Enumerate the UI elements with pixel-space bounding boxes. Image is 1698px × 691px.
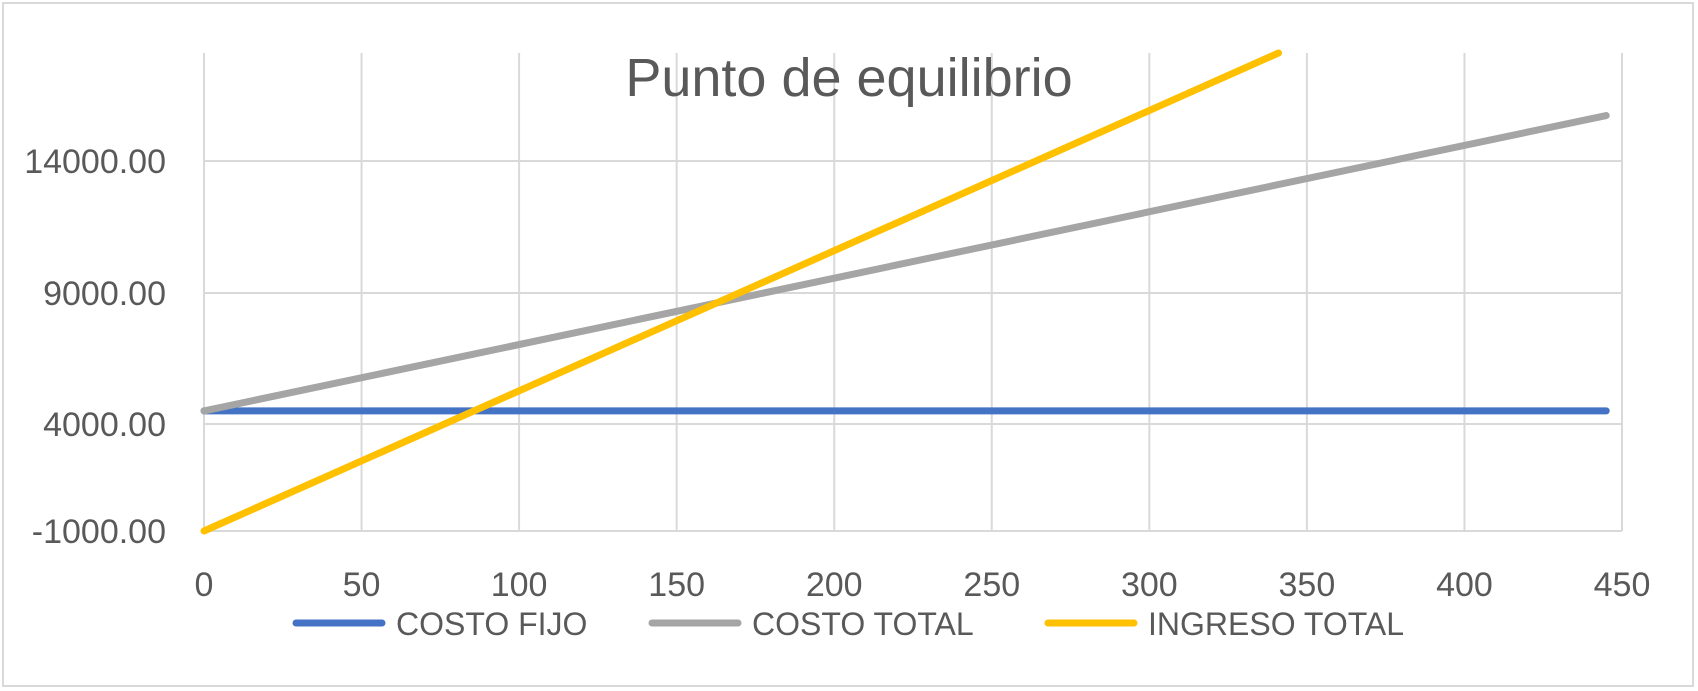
- y-tick-label: -1000.00: [32, 513, 166, 551]
- chart-title: Punto de equilibrio: [625, 48, 1072, 108]
- x-tick-label: 400: [1436, 566, 1493, 604]
- x-tick-label: 100: [491, 566, 548, 604]
- x-tick-label: 150: [648, 566, 705, 604]
- x-tick-label: 200: [806, 566, 863, 604]
- y-tick-label: 14000.00: [24, 143, 166, 181]
- x-tick-label: 0: [195, 566, 214, 604]
- x-tick-label: 50: [343, 566, 381, 604]
- series-line-3: [200, 49, 1283, 535]
- x-tick-label: 350: [1279, 566, 1336, 604]
- y-axis-ticks: -1000.00 4000.00 9000.00 14000.00: [24, 143, 166, 551]
- y-tick-label: 9000.00: [43, 275, 166, 313]
- x-tick-label: 250: [963, 566, 1020, 604]
- gridlines: [203, 53, 1623, 532]
- x-tick-label: 300: [1121, 566, 1178, 604]
- legend-label: INGRESO TOTAL: [1148, 606, 1404, 642]
- x-axis-ticks: 0 50 100 150 200 250 300 350 400 450: [195, 566, 1651, 604]
- legend-label: COSTO TOTAL: [752, 606, 974, 642]
- series-lines: [200, 49, 1610, 535]
- legend: COSTO FIJO COSTO TOTAL INGRESO TOTAL: [292, 606, 1404, 642]
- series-line-2: [200, 112, 1610, 415]
- y-tick-label: 4000.00: [43, 406, 166, 444]
- x-tick-label: 450: [1594, 566, 1651, 604]
- legend-label: COSTO FIJO: [396, 606, 587, 642]
